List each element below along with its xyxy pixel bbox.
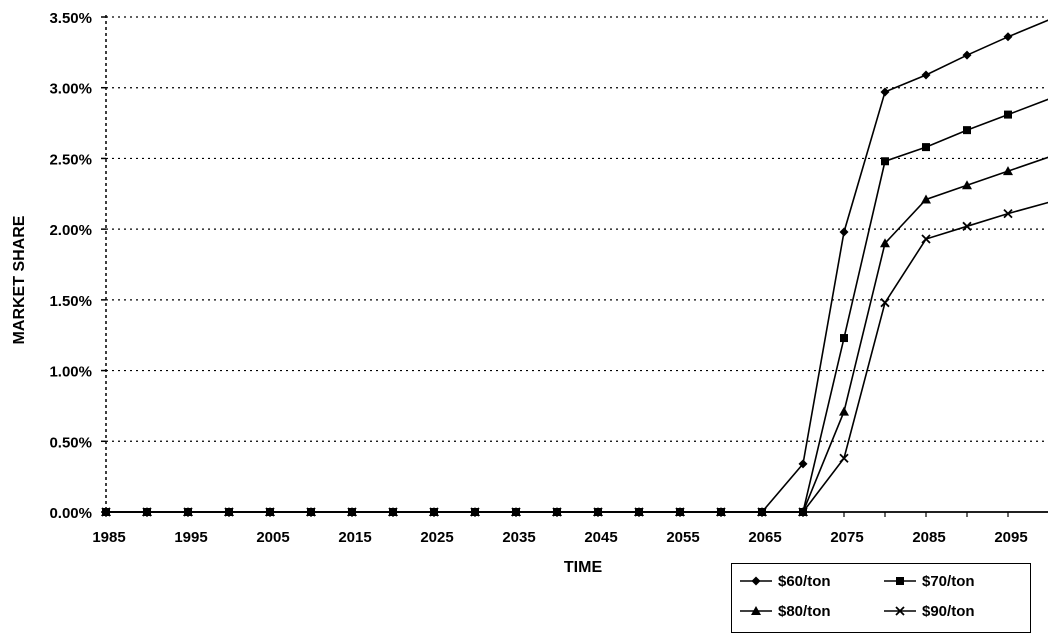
data-point <box>881 157 889 165</box>
x-tick-label: 2015 <box>338 529 371 546</box>
gridlines <box>106 17 1048 441</box>
legend-label-90: $90/ton <box>922 603 975 620</box>
series-line <box>106 20 1048 512</box>
data-point <box>840 334 848 342</box>
legend-item-60: $60/ton <box>738 568 831 594</box>
data-point <box>839 407 849 416</box>
y-tick-label: 0.00% <box>49 505 92 522</box>
x-tick-label: 1995 <box>174 529 207 546</box>
x-tick-label: 2005 <box>256 529 289 546</box>
legend-item-80: $80/ton <box>738 598 831 624</box>
legend-label-60: $60/ton <box>778 573 831 590</box>
data-point <box>922 143 930 151</box>
x-tick-label: 2065 <box>748 529 781 546</box>
y-tick-label: 2.00% <box>49 222 92 239</box>
x-tick-labels: 1985 1995 2005 2015 2025 2035 2045 2055 2065 2075… <box>92 529 1027 546</box>
legend-label-70: $70/ton <box>922 573 975 590</box>
y-tick-label: 3.00% <box>49 81 92 98</box>
x-tick-label: 2055 <box>666 529 699 546</box>
data-point <box>922 70 931 79</box>
y-tick-label: 0.50% <box>49 434 92 451</box>
data-point <box>1004 32 1013 41</box>
x-tick-label: 2045 <box>584 529 617 546</box>
series-3 <box>102 202 1048 516</box>
data-point <box>922 235 930 243</box>
data-point <box>963 51 972 60</box>
data-point <box>963 222 971 230</box>
legend-item-90: $90/ton <box>882 598 975 624</box>
y-tick-label: 1.50% <box>49 293 92 310</box>
data-point <box>1004 111 1012 119</box>
y-tick-label: 2.50% <box>49 151 92 168</box>
legend: $60/ton $70/ton $80/ton $90/ton <box>731 563 1031 633</box>
y-axis-label: MARKET SHARE <box>11 215 28 344</box>
x-tick-label: 2035 <box>502 529 535 546</box>
triangle-marker-icon <box>738 605 774 617</box>
legend-marker <box>896 577 904 585</box>
legend-marker <box>752 577 761 586</box>
y-tick-label: 1.00% <box>49 364 92 381</box>
data-point <box>840 227 849 236</box>
series-1 <box>102 99 1048 516</box>
data-point <box>881 87 890 96</box>
x-tick-label: 2085 <box>912 529 945 546</box>
legend-item-70: $70/ton <box>882 568 975 594</box>
series-line <box>106 99 1048 512</box>
series-line <box>106 202 1048 512</box>
series-2 <box>101 157 1048 516</box>
square-marker-icon <box>882 575 918 587</box>
x-tick-label: 2025 <box>420 529 453 546</box>
series-line <box>106 157 1048 512</box>
y-tick-labels: 0.00% 0.50% 1.00% 1.50% 2.00% 2.50% 3.00% 3.50% <box>49 10 92 522</box>
series-0 <box>102 20 1048 517</box>
x-axis-label: TIME <box>564 559 603 576</box>
series-group <box>101 20 1048 517</box>
x-tick-label: 2075 <box>830 529 863 546</box>
x-tick-label: 2095 <box>994 529 1027 546</box>
data-point <box>963 126 971 134</box>
x-marker-icon <box>882 605 918 617</box>
legend-label-80: $80/ton <box>778 603 831 620</box>
x-tick-label: 1985 <box>92 529 125 546</box>
y-tick-label: 3.50% <box>49 10 92 27</box>
diamond-marker-icon <box>738 575 774 587</box>
